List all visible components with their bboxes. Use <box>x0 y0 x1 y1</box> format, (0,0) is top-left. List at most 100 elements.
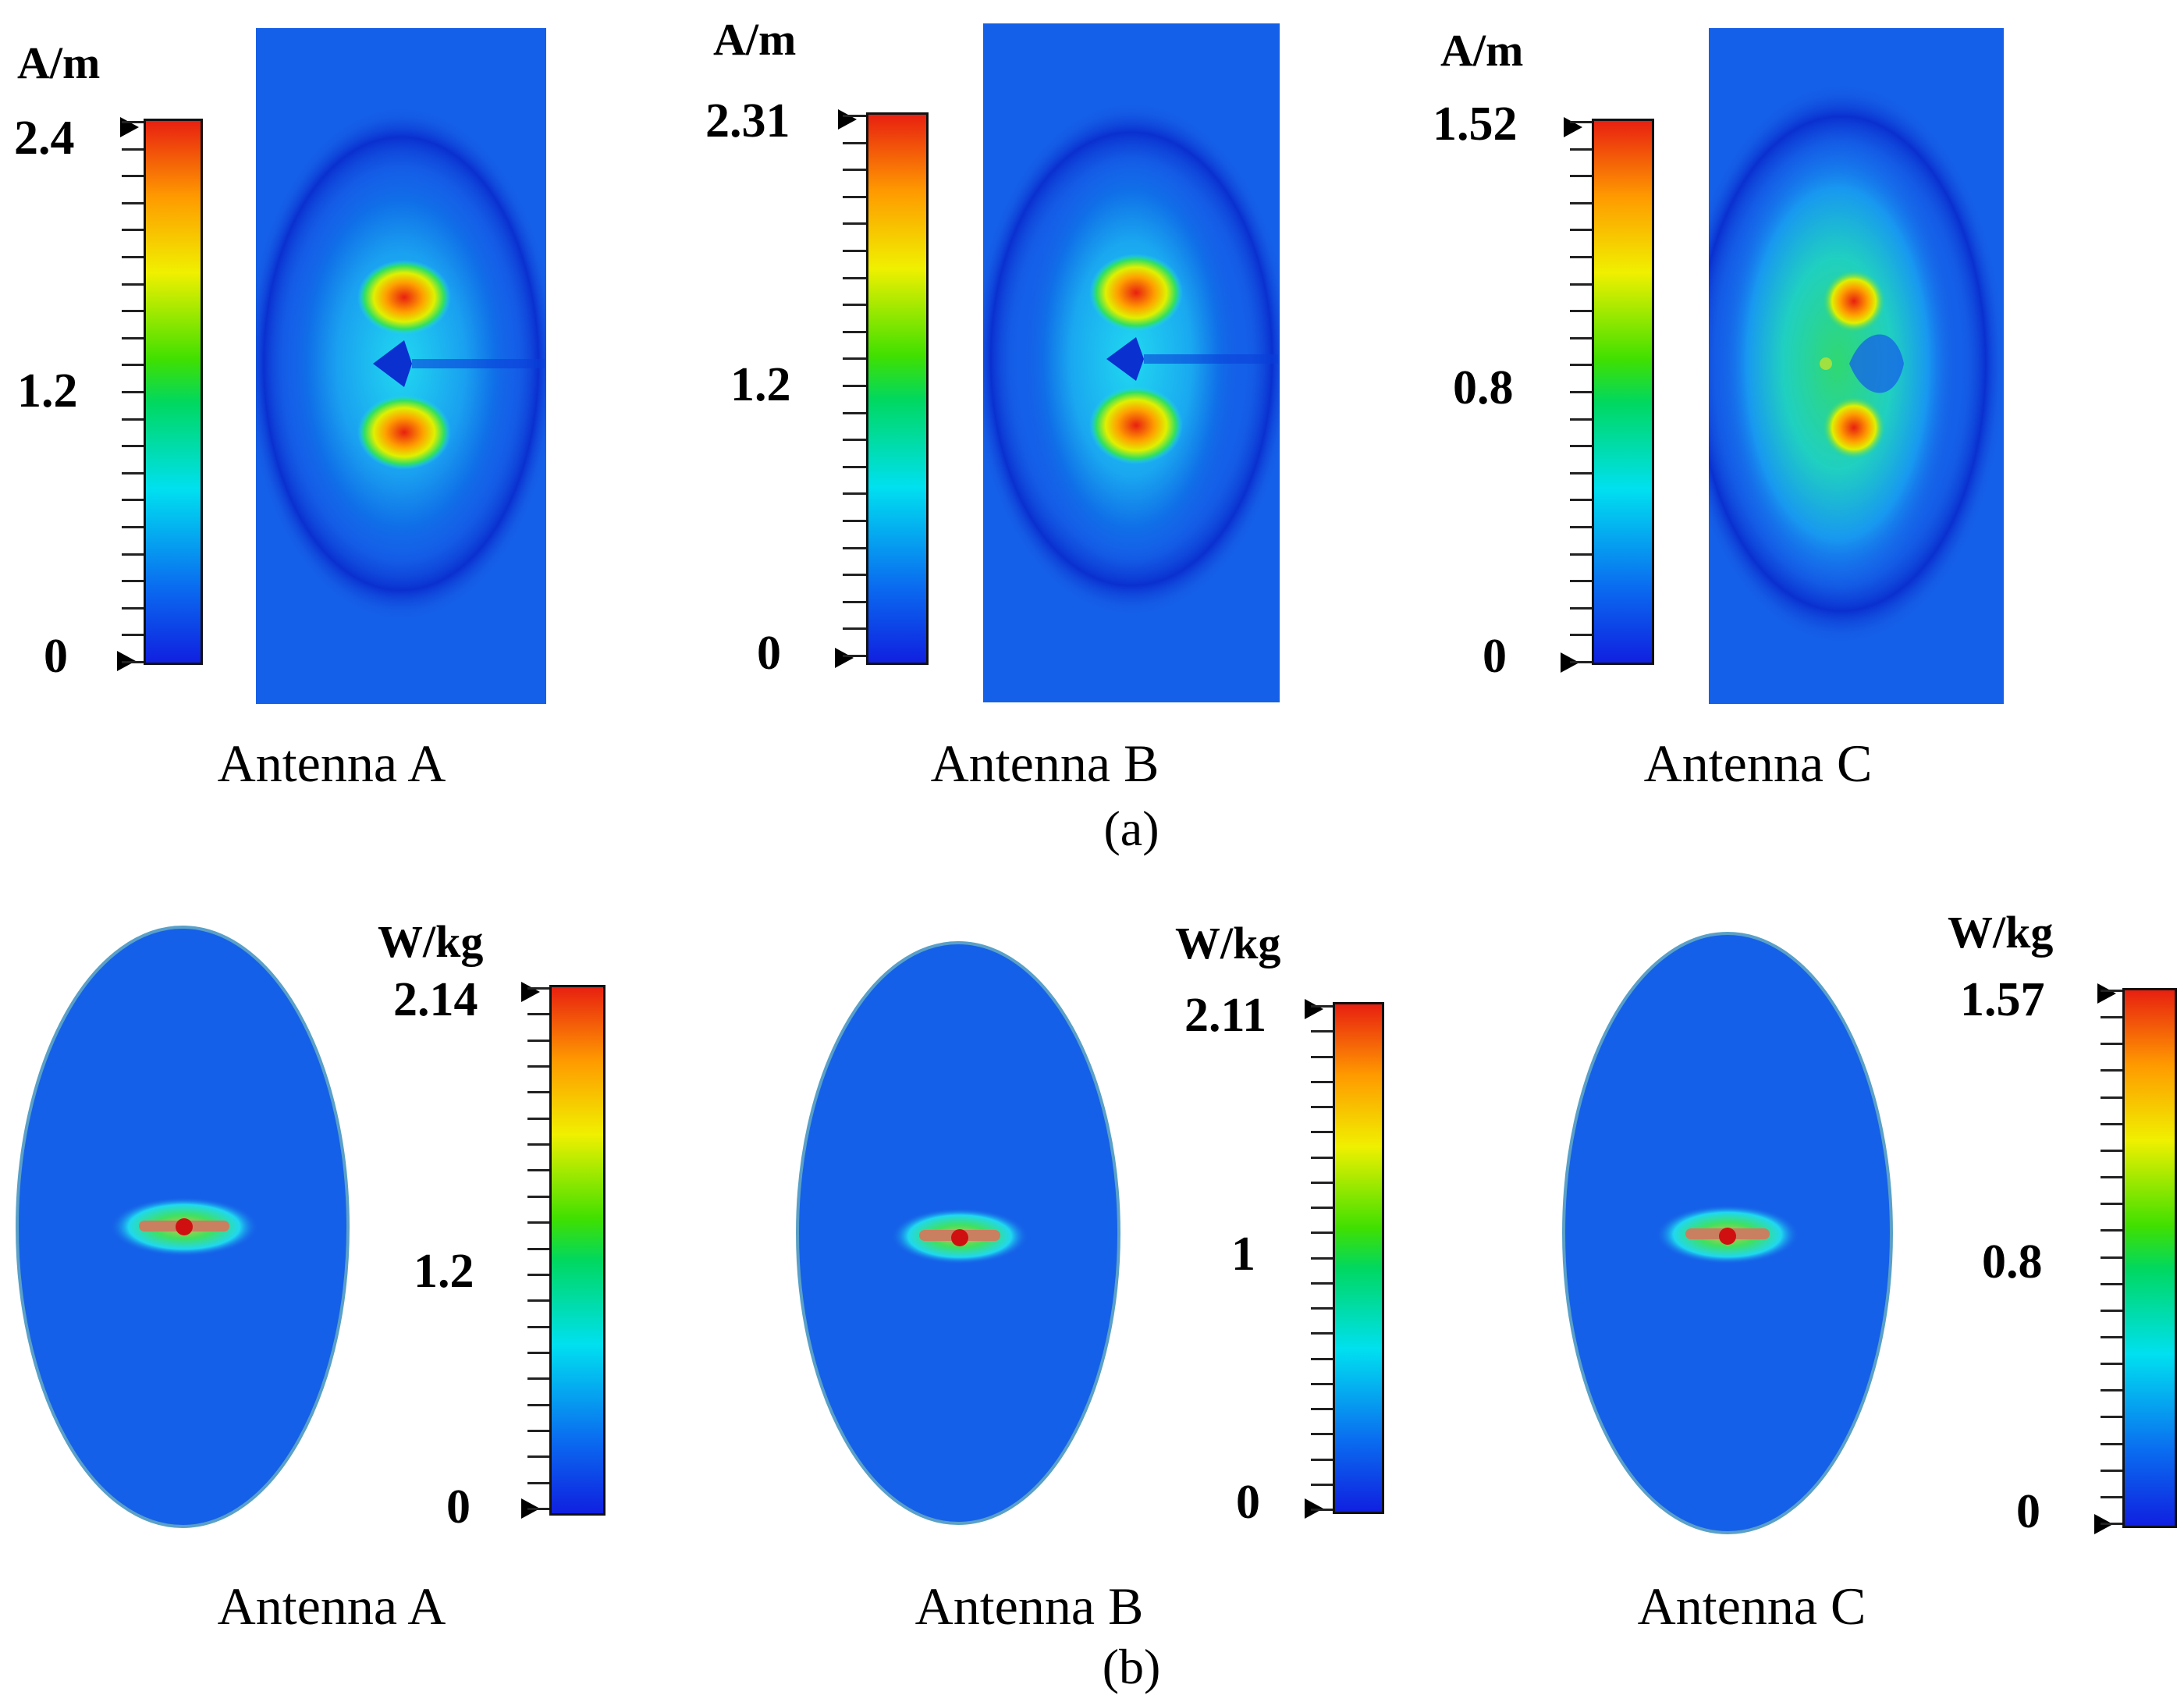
colorbar <box>866 112 929 665</box>
colorbar-tick <box>2101 1283 2124 1285</box>
unit-label: A/m <box>1440 25 1524 76</box>
colorbar-tick <box>2101 1523 2124 1525</box>
colorbar-tick <box>2101 1150 2124 1152</box>
colorbar-tick <box>843 412 866 414</box>
unit-label: W/kg <box>378 916 484 967</box>
colorbar-tick <box>527 1326 551 1328</box>
colorbar-max-label: 1.57 <box>1960 973 2045 1026</box>
colorbar-ticks <box>1570 121 1593 663</box>
colorbar-tick <box>2101 1336 2124 1338</box>
colorbar-tick <box>1311 1131 1334 1133</box>
colorbar-tick <box>1311 1257 1334 1260</box>
colorbar-tick <box>843 492 866 495</box>
colorbar-tick <box>1311 1282 1334 1285</box>
colorbar-tick <box>122 283 145 286</box>
colorbar-ticks <box>527 987 551 1510</box>
colorbar-tick <box>843 142 866 144</box>
colorbar-tick <box>2101 1470 2124 1472</box>
colorbar-mid-label: 1 <box>1231 1228 1255 1281</box>
colorbar-tick <box>527 1482 551 1484</box>
colorbar-tick <box>843 385 866 387</box>
colorbar-tick <box>1570 310 1593 312</box>
colorbar-tick <box>1311 1182 1334 1184</box>
colorbar-tick <box>1570 472 1593 474</box>
unit-label: A/m <box>713 14 797 65</box>
field-map-image <box>1709 28 2004 704</box>
colorbar <box>144 119 203 665</box>
colorbar-tick <box>1570 553 1593 556</box>
colorbar-tick <box>1311 1433 1334 1435</box>
colorbar-max-marker <box>2097 983 2116 1004</box>
unit-label: W/kg <box>1948 907 2054 958</box>
colorbar-tick <box>2101 1176 2124 1178</box>
antenna-caption: Antenna A <box>217 734 446 793</box>
colorbar-tick <box>122 148 145 151</box>
colorbar-tick <box>843 439 866 441</box>
colorbar-tick <box>527 1299 551 1302</box>
panel-a-label: (a) <box>1103 801 1159 856</box>
colorbar-tick <box>1311 1207 1334 1209</box>
colorbar-min-label: 0 <box>1236 1476 1260 1529</box>
colorbar-tick <box>122 580 145 582</box>
colorbar-tick <box>1311 1232 1334 1234</box>
colorbar-tick <box>1311 1157 1334 1159</box>
colorbar-tick <box>843 222 866 225</box>
colorbar-max-label: 1.52 <box>1433 98 1518 151</box>
colorbar-tick <box>843 655 866 657</box>
colorbar-tick <box>1570 418 1593 421</box>
colorbar-tick <box>527 1013 551 1015</box>
colorbar-tick <box>1570 499 1593 501</box>
colorbar <box>1333 1002 1384 1514</box>
colorbar-tick <box>527 1430 551 1432</box>
colorbar-tick <box>527 1221 551 1224</box>
colorbar-tick <box>843 520 866 522</box>
colorbar-tick <box>1311 1383 1334 1385</box>
colorbar-tick <box>843 196 866 198</box>
colorbar-tick <box>122 175 145 177</box>
colorbar-tick <box>122 337 145 339</box>
colorbar-tick <box>843 277 866 279</box>
colorbar-tick <box>2101 1496 2124 1498</box>
colorbar-tick <box>1570 607 1593 610</box>
colorbar-tick <box>1570 121 1593 123</box>
field-map-image <box>983 23 1280 702</box>
colorbar-tick <box>122 256 145 258</box>
colorbar-tick <box>122 553 145 556</box>
colorbar-tick <box>122 202 145 204</box>
colorbar-tick <box>843 169 866 171</box>
colorbar-mid-label: 0.8 <box>1453 361 1514 414</box>
colorbar-tick <box>1570 580 1593 582</box>
sar-phantom-image <box>796 941 1120 1525</box>
colorbar-max-label: 2.4 <box>14 112 75 165</box>
colorbar-tick <box>122 526 145 528</box>
colorbar-tick <box>527 1455 551 1458</box>
sar-phantom-image <box>1562 932 1893 1534</box>
colorbar-tick <box>1570 364 1593 366</box>
colorbar-tick <box>1311 1005 1334 1008</box>
colorbar-max-marker <box>120 117 139 137</box>
colorbar-tick <box>1570 256 1593 258</box>
colorbar-tick <box>527 1118 551 1120</box>
colorbar-tick <box>527 1508 551 1510</box>
colorbar-tick <box>843 574 866 576</box>
colorbar-tick <box>122 607 145 610</box>
colorbar-tick <box>527 1248 551 1250</box>
colorbar-min-label: 0 <box>1483 630 1507 683</box>
colorbar-tick <box>2101 1363 2124 1365</box>
colorbar-max-label: 2.31 <box>705 94 790 147</box>
colorbar-tick <box>527 1143 551 1146</box>
colorbar-tick <box>1570 634 1593 636</box>
colorbar-mid-label: 1.2 <box>730 358 791 411</box>
colorbar-tick <box>2101 1069 2124 1072</box>
colorbar-tick <box>1311 1509 1334 1511</box>
colorbar-tick <box>527 1196 551 1198</box>
unit-label: W/kg <box>1175 918 1281 969</box>
colorbar-tick <box>843 331 866 333</box>
colorbar-tick <box>1311 1056 1334 1058</box>
colorbar-tick <box>2101 1043 2124 1045</box>
colorbar-tick <box>1311 1081 1334 1083</box>
colorbar-max-marker <box>521 982 540 1002</box>
colorbar-tick <box>2101 1416 2124 1418</box>
antenna-caption: Antenna C <box>1637 1576 1866 1636</box>
colorbar-min-label: 0 <box>757 627 781 680</box>
